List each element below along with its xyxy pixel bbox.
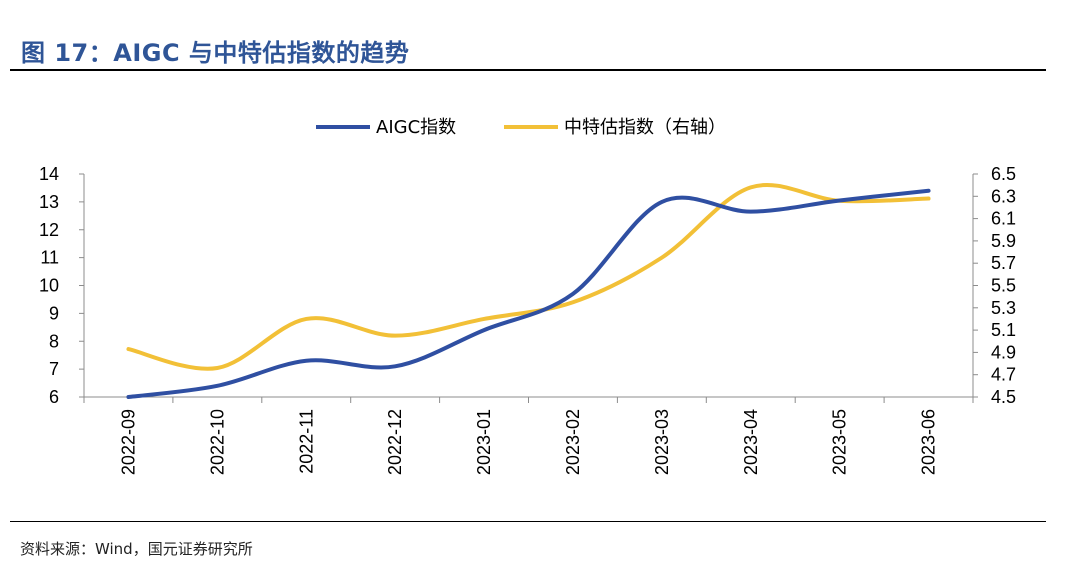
x-tick-label: 2022-11 <box>296 409 316 474</box>
x-tick-label: 2023-05 <box>830 409 850 475</box>
x-tick-label: 2023-02 <box>563 409 583 475</box>
y-right-tick-label: 5.9 <box>991 231 1016 251</box>
y-right-tick-label: 6.5 <box>991 164 1016 184</box>
legend-label-aigc: AIGC指数 <box>376 117 456 138</box>
x-tick-label: 2022-12 <box>385 409 405 475</box>
y-right-tick-label: 4.5 <box>991 387 1016 407</box>
y-right-tick-label: 5.7 <box>991 253 1016 273</box>
series-lines <box>126 182 931 399</box>
y-left-tick-label: 12 <box>39 220 59 240</box>
y-right-tick-label: 4.9 <box>991 342 1016 362</box>
y-left-tick-label: 8 <box>49 331 59 351</box>
x-tick-label: 2022-10 <box>207 409 227 475</box>
x-tick-label: 2023-03 <box>652 409 672 475</box>
y-right-tick-label: 5.1 <box>991 320 1016 340</box>
source-note: 资料来源：Wind，国元证券研究所 <box>20 540 253 558</box>
y-left-tick-label: 6 <box>49 387 59 407</box>
legend: AIGC指数 中特估指数（右轴） <box>316 117 726 138</box>
y-right-tick-label: 4.7 <box>991 365 1016 385</box>
series-line-zhongteguzhi <box>126 182 931 371</box>
title-divider <box>10 69 1046 71</box>
footer-divider <box>10 521 1046 522</box>
y-right-tick-label: 5.5 <box>991 276 1016 296</box>
y-left-tick-label: 13 <box>39 192 59 212</box>
series-line-aigc <box>126 188 931 399</box>
x-tick-label: 2023-04 <box>741 409 761 475</box>
y-left-tick-label: 7 <box>49 359 59 379</box>
x-tick-label: 2023-06 <box>919 409 939 475</box>
y-right-tick-label: 6.1 <box>991 209 1016 229</box>
y-left-tick-label: 10 <box>39 276 59 296</box>
y-right-tick-label: 6.3 <box>991 186 1016 206</box>
x-tick-label: 2023-01 <box>474 409 494 475</box>
chart: AIGC指数 中特估指数（右轴） 6 7 8 9 10 11 12 13 14 4.54.7 4.9… <box>39 117 1016 475</box>
y-left-tick-label: 11 <box>40 248 59 268</box>
y-right-tick-label: 5.3 <box>991 298 1016 318</box>
axes: 678910111213144.54.74.95.15.35.55.75.96.… <box>39 164 1016 475</box>
x-tick-label: 2022-09 <box>118 409 138 475</box>
chart-title: 图 17：AIGC 与中特估指数的趋势 <box>21 39 410 67</box>
legend-label-zhongteguzhi: 中特估指数（右轴） <box>564 117 726 138</box>
y-left-tick-label: 9 <box>49 303 59 323</box>
y-left-tick-label: 14 <box>39 164 59 184</box>
